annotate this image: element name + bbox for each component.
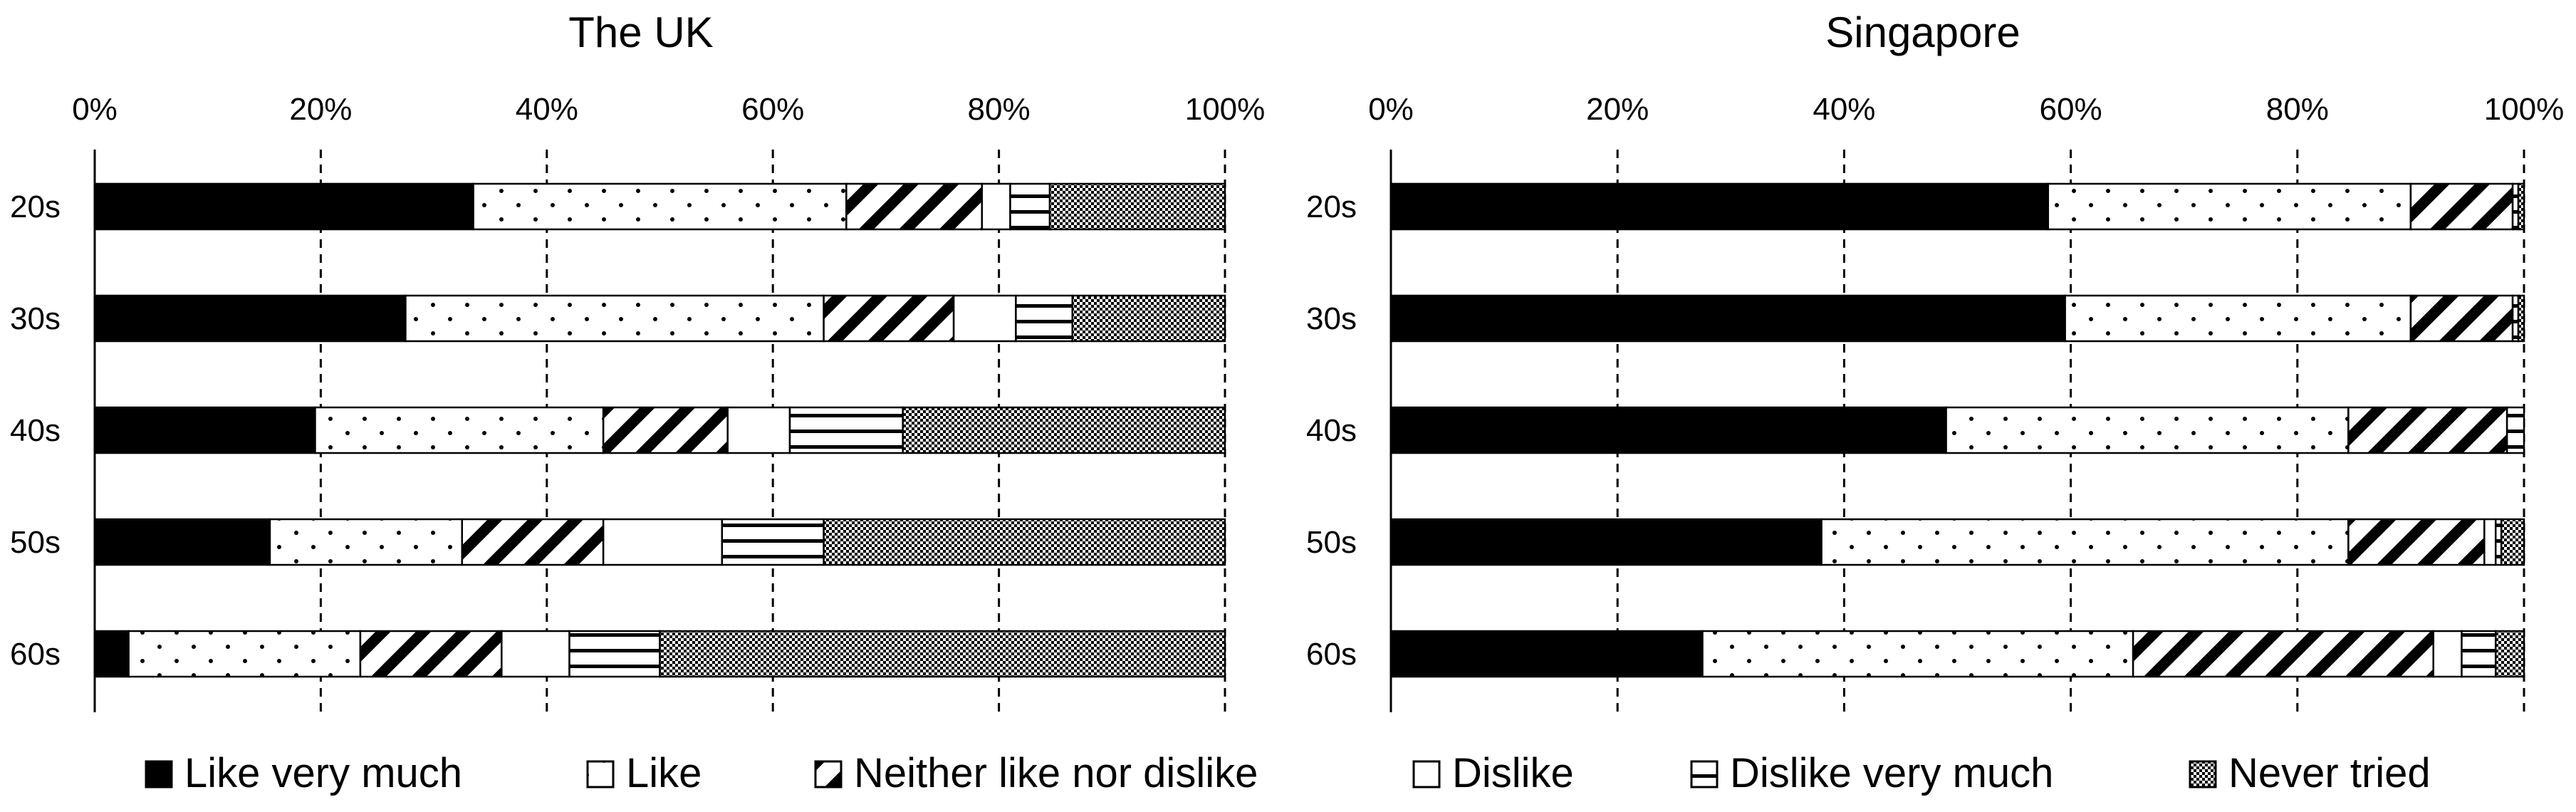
bar-segment-like-very-much <box>1389 294 2066 343</box>
bar-segment-like <box>472 182 848 231</box>
legend-label: Never tried <box>2228 750 2431 796</box>
bar-segment-like-very-much <box>93 406 316 454</box>
category-label: 60s <box>10 637 61 672</box>
bar-segment-like <box>1820 518 2350 566</box>
category-label: 60s <box>1306 637 1357 672</box>
bar-segment-like-very-much <box>93 518 271 566</box>
bar-segment-like <box>2047 182 2412 231</box>
legend-item: Neither like nor dislike <box>814 750 1258 796</box>
chart-legend: Like very much Like Neither like nor disli… <box>145 750 2431 796</box>
bar-segment-like <box>314 406 605 454</box>
bar-segment-like <box>127 630 362 678</box>
chart-title: Singapore <box>1825 9 2020 56</box>
bar-segment-like <box>268 518 464 566</box>
bar-segment-neither-like-nor-dislike <box>845 182 984 231</box>
x-tick-label: 40% <box>516 92 578 127</box>
bar-segment-like-very-much <box>1389 518 1823 566</box>
x-tick-label: 0% <box>1368 92 1414 127</box>
legend-item: Dislike very much <box>1690 750 2053 796</box>
legend-swatch <box>814 760 843 788</box>
bar-segment-neither-like-nor-dislike <box>823 294 955 343</box>
legend-label: Like very much <box>184 750 462 796</box>
bar-segment-dislike <box>2483 518 2497 566</box>
bar-segment-dislike <box>726 406 791 454</box>
legend-item: Never tried <box>2189 750 2431 796</box>
bar-segment-like-very-much <box>1389 630 1704 678</box>
bar-segment-never-tried <box>659 630 1226 678</box>
bar-segment-dislike <box>602 518 724 566</box>
category-label: 50s <box>10 525 61 560</box>
uk-chart-panel: The UK 0% 20% 40% 60% 80% 100% 20s 30s 40s 50s 60… <box>10 9 1265 712</box>
x-tick-label: 0% <box>72 92 118 127</box>
bar-segment-dislike <box>501 630 570 678</box>
bar-segment-neither-like-nor-dislike <box>2347 518 2486 566</box>
bar-segment-like-very-much <box>93 294 407 343</box>
bar-segment-like <box>405 294 825 343</box>
bar-segment-dislike-very-much <box>568 630 661 678</box>
bar-segment-dislike-very-much <box>2461 630 2497 678</box>
legend-label: Like <box>626 750 702 796</box>
x-tick-label: 20% <box>289 92 352 127</box>
x-tick-label: 60% <box>741 92 804 127</box>
x-tick-label: 80% <box>2266 92 2329 127</box>
bar-segment-like-very-much <box>1389 406 1947 454</box>
category-label: 30s <box>10 301 61 336</box>
legend-label: Dislike very much <box>1730 750 2053 796</box>
category-label: 30s <box>1306 301 1357 336</box>
bar-segment-never-tried <box>2494 630 2525 678</box>
bar-segment-never-tried <box>2517 294 2525 343</box>
bar-segment-dislike-very-much <box>788 406 904 454</box>
legend-swatch <box>586 760 615 788</box>
bar-segment-never-tried <box>1071 294 1226 343</box>
x-tick-label: 60% <box>2040 92 2102 127</box>
legend-item: Dislike <box>1412 750 1574 796</box>
legend-swatch <box>145 760 173 788</box>
bar-segment-neither-like-nor-dislike <box>2347 406 2508 454</box>
category-label: 20s <box>1306 189 1357 224</box>
category-label: 20s <box>10 189 61 224</box>
bar-segment-like-very-much <box>93 630 130 678</box>
bar-segment-dislike <box>2432 630 2463 678</box>
x-tick-label: 40% <box>1813 92 1875 127</box>
legend-label: Dislike <box>1452 750 1574 796</box>
category-label: 40s <box>1306 413 1357 448</box>
bar-segment-like-very-much <box>93 182 474 231</box>
legend-item: Like very much <box>145 750 462 796</box>
bar-segment-dislike-very-much <box>2505 406 2525 454</box>
legend-swatch <box>1690 760 1719 788</box>
x-tick-label: 20% <box>1586 92 1649 127</box>
bar-segment-dislike <box>952 294 1017 343</box>
bar-segment-never-tried <box>902 406 1226 454</box>
bar-segment-never-tried <box>1048 182 1226 231</box>
bar-segment-neither-like-nor-dislike <box>359 630 503 678</box>
bar-segment-never-tried <box>2517 182 2525 231</box>
legend-label: Neither like nor dislike <box>854 750 1258 796</box>
bar-segment-neither-like-nor-dislike <box>2409 294 2514 343</box>
bar-segment-neither-like-nor-dislike <box>602 406 729 454</box>
x-tick-label: 80% <box>968 92 1031 127</box>
category-label: 40s <box>10 413 61 448</box>
bar-segment-dislike-very-much <box>1009 182 1051 231</box>
legend-swatch <box>1412 760 1441 788</box>
bar-segment-neither-like-nor-dislike <box>2132 630 2434 678</box>
singapore-chart-panel: Singapore 0% 20% 40% 60% 80% 100% 20s 30s 40s 50… <box>1306 9 2564 712</box>
bar-segment-like <box>1945 406 2350 454</box>
bar-segment-like-very-much <box>1389 182 2050 231</box>
bar-segment-like <box>2064 294 2412 343</box>
bar-segment-dislike-very-much <box>721 518 825 566</box>
x-tick-label: 100% <box>1185 92 1266 127</box>
x-tick-label: 100% <box>2484 92 2565 127</box>
bar-segment-never-tried <box>823 518 1226 566</box>
legend-swatch <box>2189 760 2217 788</box>
bar-segment-dislike <box>981 182 1011 231</box>
bar-segment-like <box>1701 630 2134 678</box>
chart-title: The UK <box>568 9 713 56</box>
bar-segment-never-tried <box>2500 518 2525 566</box>
bar-segment-neither-like-nor-dislike <box>2409 182 2514 231</box>
bar-segment-dislike-very-much <box>1015 294 1074 343</box>
legend-item: Like <box>586 750 702 796</box>
category-label: 50s <box>1306 525 1357 560</box>
bar-segment-neither-like-nor-dislike <box>461 518 605 566</box>
